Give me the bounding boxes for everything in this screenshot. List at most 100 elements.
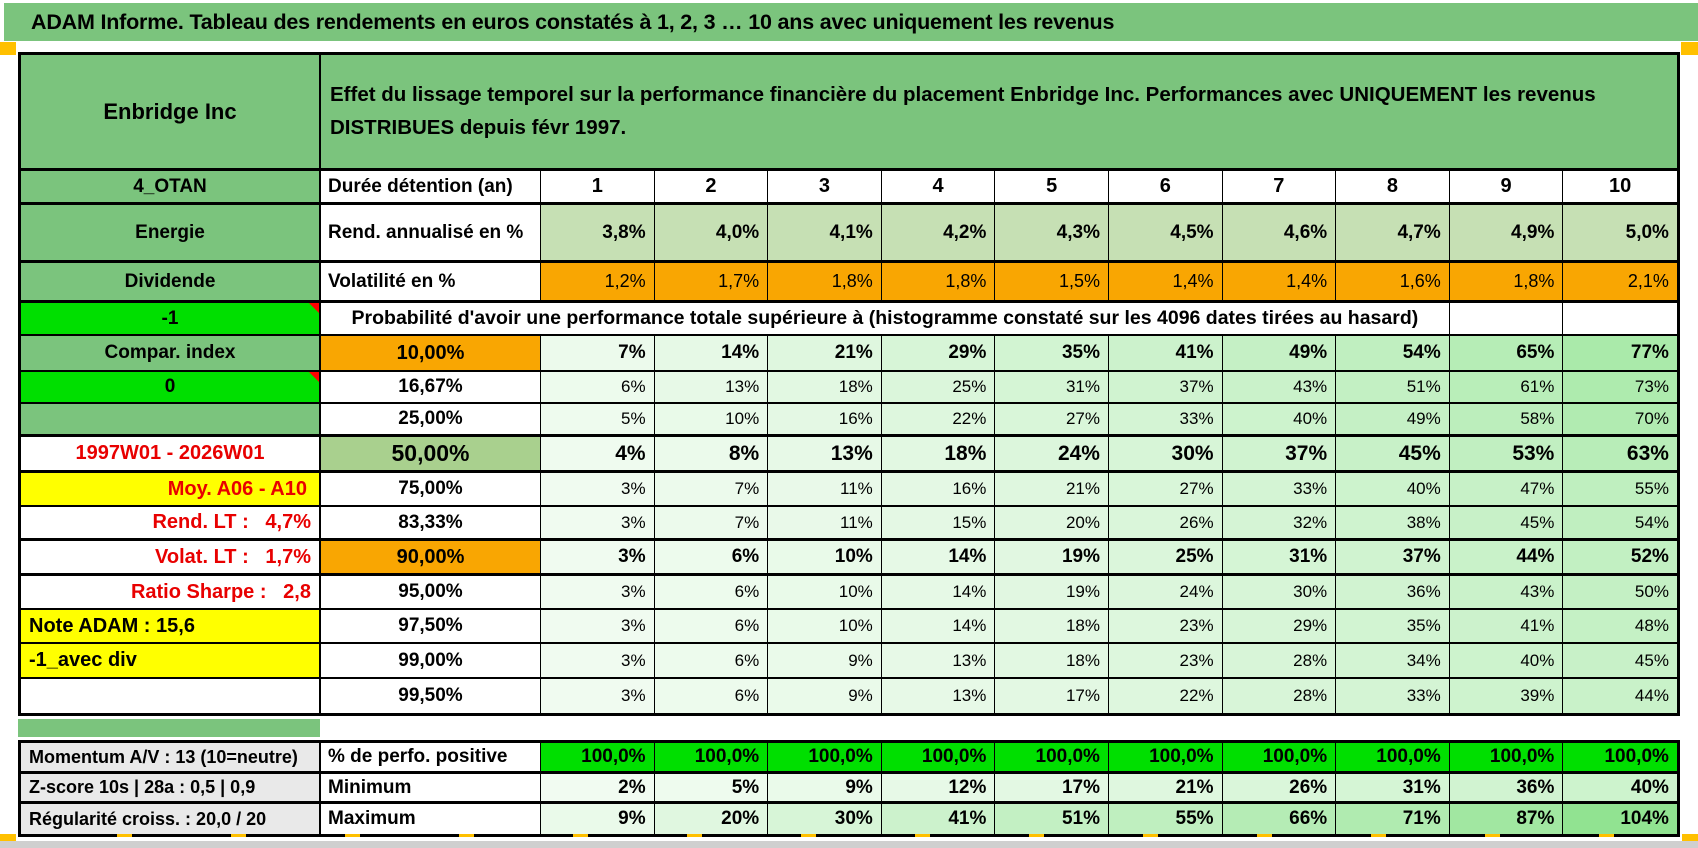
value-cell[interactable]: 1,4% — [1108, 263, 1223, 300]
value-cell[interactable]: 4% — [541, 437, 655, 470]
value-cell[interactable]: 13% — [881, 679, 996, 713]
row-label-cell[interactable]: Z-score 10s | 28a : 0,5 | 0,9 — [21, 774, 321, 801]
value-cell[interactable]: 33% — [1108, 404, 1223, 434]
value-cell[interactable]: 14% — [881, 610, 996, 642]
value-cell[interactable]: 29% — [1222, 610, 1337, 642]
value-cell[interactable]: 77% — [1563, 336, 1677, 370]
value-cell[interactable]: 1,2% — [541, 263, 655, 300]
value-cell[interactable]: 3% — [541, 576, 655, 608]
value-cell[interactable]: 3% — [541, 610, 655, 642]
value-cell[interactable]: 100,0% — [1222, 743, 1337, 771]
value-cell[interactable]: 34% — [1336, 644, 1450, 677]
value-cell[interactable]: 45% — [1563, 644, 1677, 677]
value-cell[interactable]: 40% — [1449, 644, 1564, 677]
row-header-cell[interactable]: 83,33% — [321, 507, 541, 538]
value-cell[interactable]: 43% — [1222, 372, 1337, 402]
value-cell[interactable]: 6% — [654, 644, 769, 677]
value-cell[interactable]: 24% — [995, 437, 1109, 470]
value-cell[interactable]: 2% — [541, 774, 655, 801]
value-cell[interactable]: 27% — [995, 404, 1109, 434]
value-cell[interactable]: 24% — [1108, 576, 1223, 608]
value-cell[interactable]: 31% — [1336, 774, 1450, 801]
value-cell[interactable]: 15% — [881, 507, 996, 538]
value-cell[interactable]: 3% — [541, 679, 655, 713]
row-label-cell[interactable]: Note ADAM : 15,6 — [21, 610, 321, 642]
row-header-cell[interactable]: 99,00% — [321, 644, 541, 677]
value-cell[interactable]: 47% — [1449, 473, 1564, 505]
value-cell[interactable]: 3 — [768, 171, 882, 202]
value-cell[interactable]: 13% — [768, 437, 882, 470]
value-cell[interactable]: 3% — [541, 644, 655, 677]
row-header-cell[interactable]: Volatilité en % — [321, 263, 541, 300]
row-header-cell[interactable]: 25,00% — [321, 404, 541, 434]
value-cell[interactable]: 13% — [881, 644, 996, 677]
row-label-cell[interactable]: Dividende — [21, 263, 321, 300]
value-cell[interactable]: 4 — [882, 171, 996, 202]
value-cell[interactable]: 23% — [1108, 644, 1223, 677]
value-cell[interactable]: 4,1% — [768, 205, 882, 260]
value-cell[interactable]: 9% — [768, 679, 882, 713]
value-cell[interactable]: 5 — [995, 171, 1109, 202]
value-cell[interactable]: 40% — [1563, 774, 1677, 801]
value-cell[interactable]: 1,7% — [654, 263, 769, 300]
value-cell[interactable]: 36% — [1336, 576, 1450, 608]
instrument-name-cell[interactable]: Enbridge Inc — [21, 55, 321, 168]
value-cell[interactable]: 100,0% — [541, 743, 655, 771]
value-cell[interactable]: 100,0% — [881, 743, 996, 771]
value-cell[interactable]: 18% — [768, 372, 882, 402]
value-cell[interactable]: 23% — [1108, 610, 1223, 642]
value-cell[interactable]: 27% — [1108, 473, 1223, 505]
value-cell[interactable]: 6% — [654, 679, 769, 713]
value-cell[interactable]: 2 — [655, 171, 769, 202]
value-cell[interactable]: 10% — [768, 576, 882, 608]
table-description-cell[interactable]: Effet du lissage temporel sur la perform… — [321, 55, 1677, 168]
value-cell[interactable]: 14% — [881, 576, 996, 608]
value-cell[interactable]: 6% — [654, 610, 769, 642]
value-cell[interactable]: 100,0% — [995, 743, 1109, 771]
value-cell[interactable]: 9 — [1450, 171, 1564, 202]
value-cell[interactable]: 39% — [1449, 679, 1564, 713]
value-cell[interactable]: 35% — [1336, 610, 1450, 642]
value-cell[interactable]: 32% — [1222, 507, 1337, 538]
value-cell[interactable]: 49% — [1222, 336, 1337, 370]
row-label-cell[interactable]: Momentum A/V : 13 (10=neutre) — [21, 743, 321, 771]
row-label-cell[interactable]: -1 — [21, 303, 321, 334]
value-cell[interactable]: 17% — [995, 679, 1109, 713]
value-cell[interactable]: 12% — [881, 774, 996, 801]
value-cell[interactable]: 20% — [654, 804, 769, 834]
value-cell[interactable]: 100,0% — [1336, 743, 1450, 771]
value-cell[interactable]: 65% — [1449, 336, 1564, 370]
value-cell[interactable]: 10% — [654, 404, 769, 434]
value-cell[interactable]: 73% — [1563, 372, 1677, 402]
value-cell[interactable]: 30% — [768, 804, 882, 834]
value-cell[interactable]: 5,0% — [1563, 205, 1677, 260]
value-cell[interactable]: 70% — [1563, 404, 1677, 434]
value-cell[interactable]: 41% — [1108, 336, 1223, 370]
value-cell[interactable]: 48% — [1563, 610, 1677, 642]
value-cell[interactable]: 44% — [1563, 679, 1677, 713]
value-cell[interactable]: 66% — [1222, 804, 1337, 834]
value-cell[interactable]: 28% — [1222, 644, 1337, 677]
value-cell[interactable]: 18% — [995, 610, 1109, 642]
value-cell[interactable]: 4,2% — [881, 205, 996, 260]
value-cell[interactable]: 18% — [995, 644, 1109, 677]
value-cell[interactable]: 10% — [768, 610, 882, 642]
value-cell[interactable]: 53% — [1449, 437, 1564, 470]
value-cell[interactable]: 100,0% — [654, 743, 769, 771]
row-label-cell[interactable]: Rend. LT : 4,7% — [21, 507, 321, 538]
row-header-cell[interactable]: 16,67% — [321, 372, 541, 402]
value-cell[interactable]: 1,5% — [995, 263, 1109, 300]
row-label-cell[interactable]: 1997W01 - 2026W01 — [21, 437, 321, 470]
value-cell[interactable]: 36% — [1449, 774, 1564, 801]
value-cell[interactable]: 9% — [768, 774, 882, 801]
row-label-cell[interactable]: Régularité croiss. : 20,0 / 20 — [21, 804, 321, 834]
value-cell[interactable]: 45% — [1449, 507, 1564, 538]
value-cell[interactable]: 31% — [995, 372, 1109, 402]
value-cell[interactable]: 19% — [995, 541, 1109, 573]
value-cell[interactable]: 4,0% — [654, 205, 769, 260]
value-cell[interactable]: 2,1% — [1563, 263, 1677, 300]
value-cell[interactable]: 7 — [1223, 171, 1337, 202]
value-cell[interactable]: 100,0% — [1108, 743, 1223, 771]
value-cell[interactable]: 1,4% — [1222, 263, 1337, 300]
value-cell[interactable]: 7% — [654, 473, 769, 505]
